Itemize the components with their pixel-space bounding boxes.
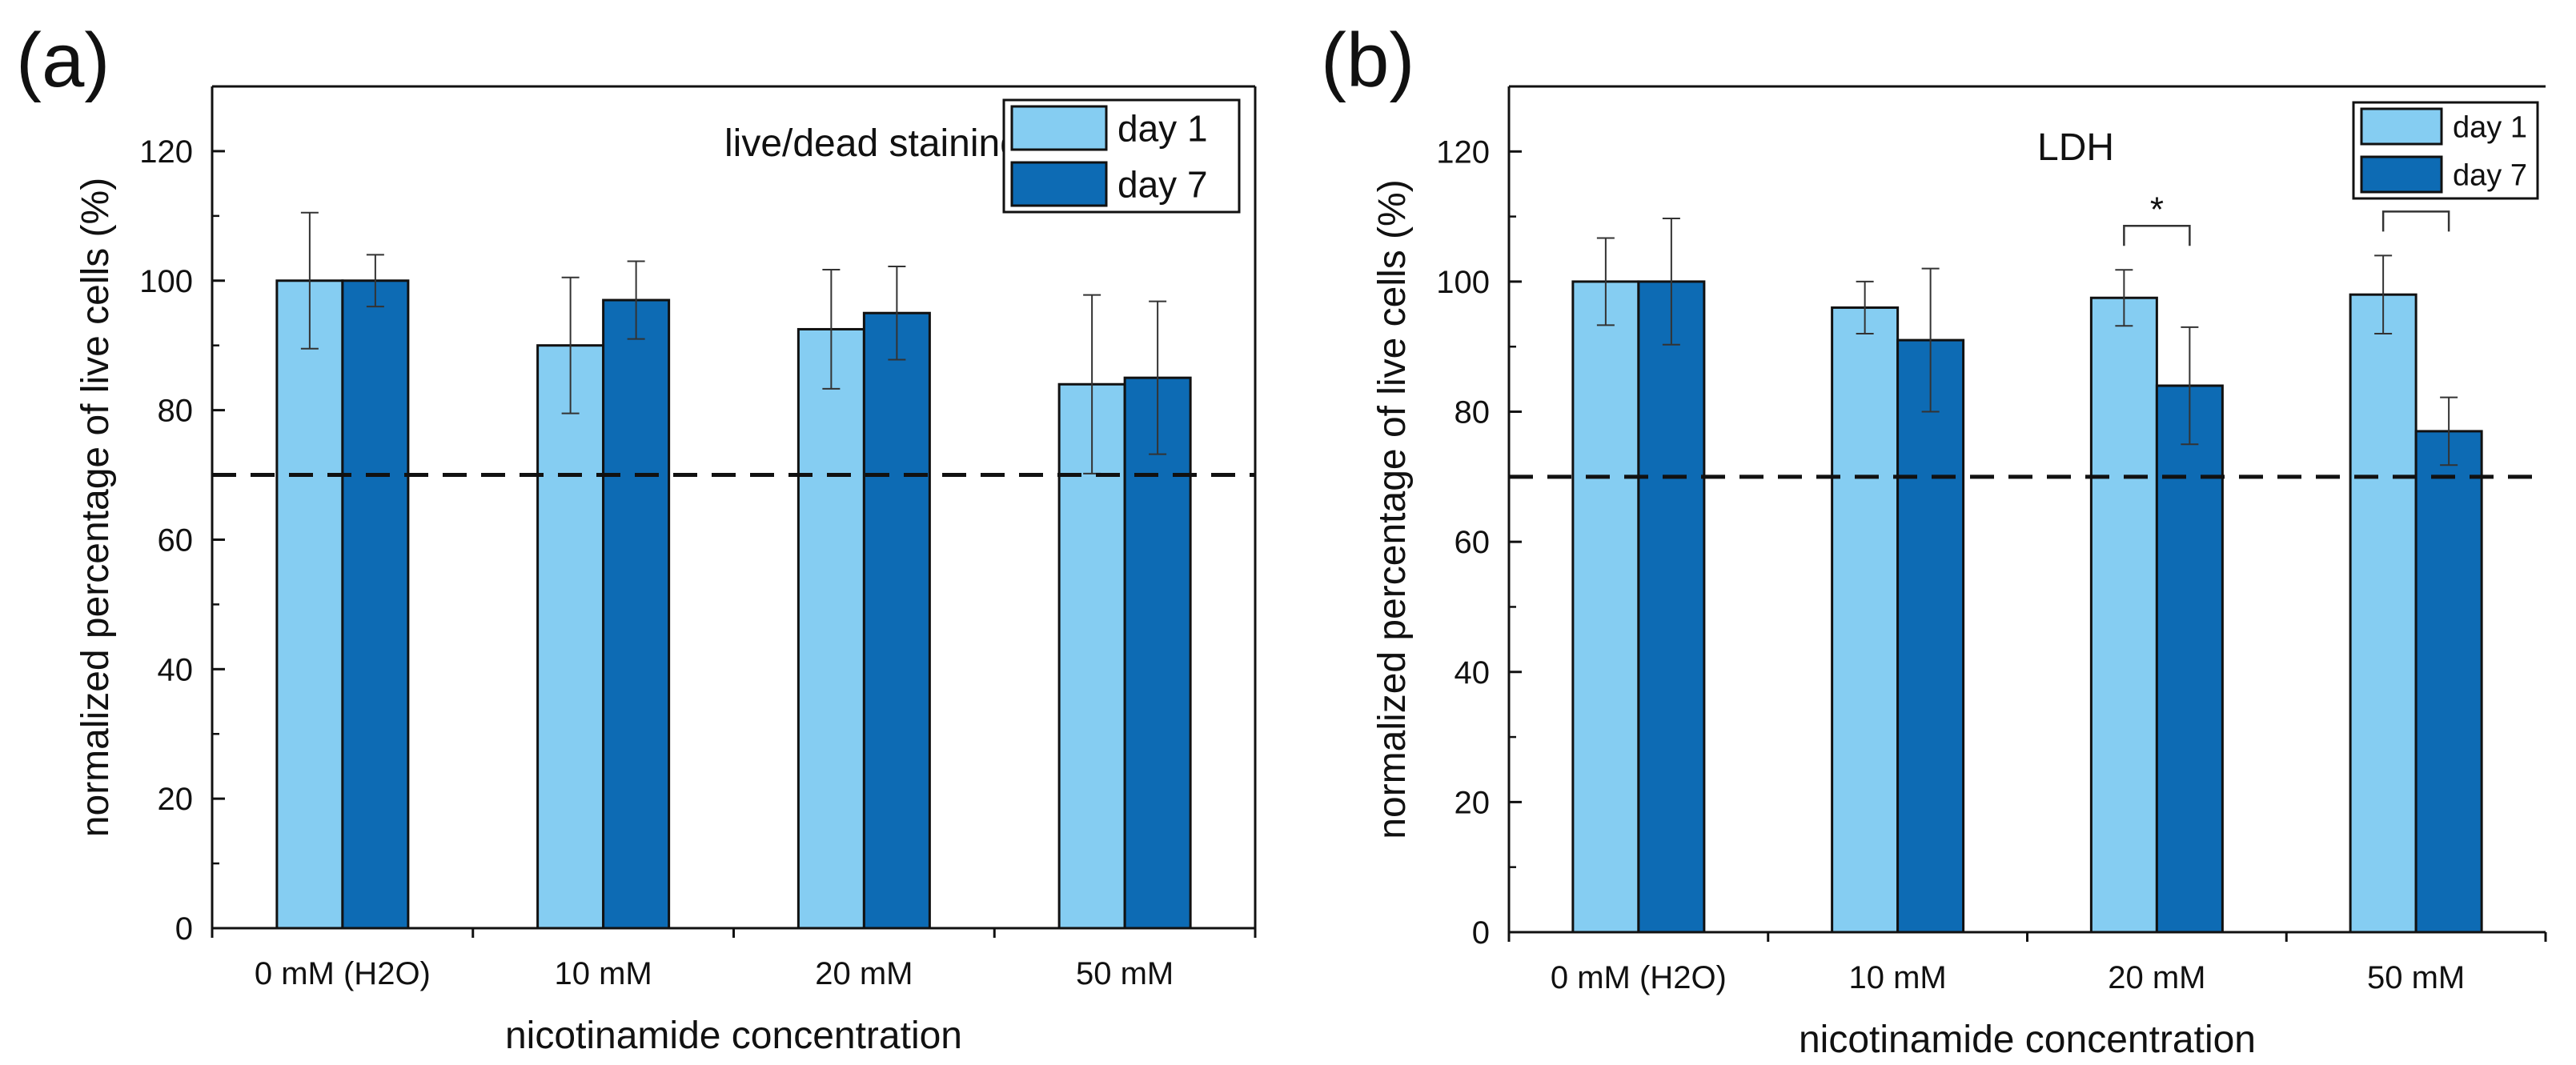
significance-marker: *	[2150, 190, 2164, 229]
y-tick-label: 100	[139, 264, 193, 299]
y-tick-label: 80	[158, 394, 194, 429]
y-tick-label: 20	[1455, 785, 1491, 820]
x-tick-label: 50 mM	[2367, 960, 2465, 995]
y-tick-label: 100	[1436, 265, 1490, 300]
y-tick-label: 80	[1455, 395, 1491, 430]
y-axis-title: normalized percentage of live cells (%)	[1371, 179, 1414, 839]
legend-label: day 7	[2453, 159, 2527, 193]
bar-day-7	[1896, 338, 1965, 934]
bar-day-1	[536, 344, 605, 930]
x-tick-label: 20 mM	[2108, 960, 2205, 995]
bar-day-1	[796, 327, 865, 930]
legend-swatch	[1010, 161, 1108, 207]
x-tick-label: 0 mM (H2O)	[255, 956, 431, 991]
legend-label: day 7	[1117, 164, 1208, 206]
bar-day-7	[602, 298, 671, 930]
bar-day-7	[1637, 280, 1706, 934]
legend-swatch	[2360, 155, 2443, 194]
panel-label: (a)	[16, 18, 110, 103]
bar-day-7	[2414, 430, 2483, 934]
panel-label: (b)	[1321, 18, 1414, 103]
bar-day-1	[2349, 293, 2418, 934]
x-tick-label: 10 mM	[555, 956, 652, 991]
bar-day-1	[275, 279, 344, 930]
y-tick-label: 120	[1436, 134, 1490, 170]
x-tick-label: 10 mM	[1849, 960, 1947, 995]
x-tick-label: 50 mM	[1076, 956, 1174, 991]
x-tick-label: 0 mM (H2O)	[1551, 960, 1727, 995]
bar-day-7	[2155, 384, 2224, 934]
legend-swatch	[2360, 107, 2443, 146]
y-tick-label: 40	[158, 652, 194, 687]
y-tick-label: 0	[175, 911, 193, 947]
x-tick-label: 20 mM	[815, 956, 913, 991]
y-tick-label: 60	[1455, 525, 1491, 560]
bar-day-1	[1831, 306, 1900, 934]
y-tick-label: 120	[139, 134, 193, 170]
panel-b: (b) 0 20 40 60 80 100 120 0 mM (H2O) 10 mM 20 mM 50…	[1321, 18, 2547, 1061]
panel-a: (a) 0 20 40 60 80 100 120 0 mM (H2O) 10 mM 20 mM 50…	[16, 18, 1257, 1057]
legend-label: day 1	[2453, 111, 2527, 145]
y-tick-label: 40	[1455, 655, 1491, 691]
chart-title: live/dead staining	[724, 122, 1021, 165]
bar-day-7	[1123, 376, 1192, 930]
legend-swatch	[1010, 105, 1108, 151]
significance-bracket	[2123, 225, 2191, 246]
bar-day-7	[341, 279, 410, 930]
x-axis-title: nicotinamide concentration	[1799, 1019, 2256, 1061]
y-tick-label: 0	[1472, 915, 1490, 951]
x-axis-title: nicotinamide concentration	[505, 1015, 962, 1057]
y-tick-label: 20	[158, 782, 194, 817]
y-tick-label: 60	[158, 522, 194, 558]
bar-day-1	[1571, 280, 1640, 934]
bar-day-1	[2089, 296, 2158, 934]
bar-day-7	[862, 311, 931, 930]
chart-title: LDH	[2037, 126, 2114, 169]
y-axis-title: normalized percentage of live cells (%)	[74, 178, 117, 837]
legend-label: day 1	[1117, 108, 1208, 150]
significance-bracket	[2381, 210, 2450, 232]
